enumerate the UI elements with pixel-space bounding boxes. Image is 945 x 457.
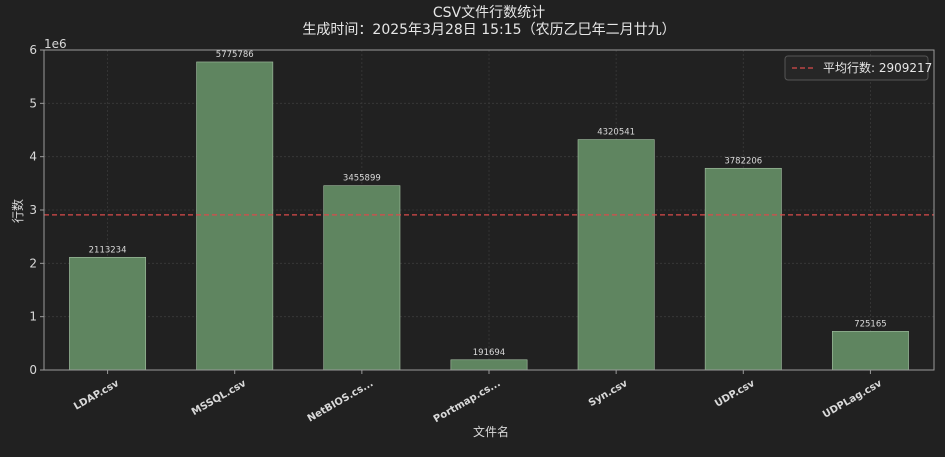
x-tick-label: MSSQL.csv [190,378,249,418]
x-axis-label: 文件名 [473,424,509,439]
x-tick-label: LDAP.csv [72,378,121,413]
y-tick-label: 6 [29,43,37,57]
x-tick-label: UDP.csv [713,378,757,410]
bar [323,185,401,371]
bar [704,167,782,371]
bar-value-label: 3455899 [343,174,381,184]
bar-value-label: 725165 [854,319,886,329]
plot-frame [43,49,935,371]
y-tick-label: 1 [29,310,37,324]
y-tick-label: 0 [29,363,37,377]
grid [44,49,934,371]
y-tick-label: 3 [29,203,37,217]
y-tick-label: 5 [29,96,37,110]
bar-value-label: 5775786 [216,50,254,60]
y-scale-label: 1e6 [44,37,67,51]
bar-value-label: 3782206 [724,156,762,166]
x-tick-label: UDPLag.csv [821,378,884,421]
bar-value-label: 4320541 [597,128,635,138]
x-tick-label: NetBIOS.cs... [306,378,376,425]
bar [577,139,655,371]
bar-value-label: 2113234 [89,245,127,255]
x-tick-label: Portmap.cs... [432,378,503,425]
legend-mean-label: 平均行数: 2909217 [823,60,932,75]
bar [831,331,909,371]
bars [69,61,909,371]
axes [40,49,935,374]
legend: 平均行数: 2909217 [784,55,932,81]
y-axis-label: 行数 [10,199,25,223]
chart-subtitle: 生成时间：2025年3月28日 15:15（农历乙巳年二月廿九） [302,22,675,38]
legend-box [784,55,929,81]
x-tick-label: Syn.csv [587,378,630,409]
bar-value-label: 191694 [473,348,505,358]
bar [450,359,528,371]
y-tick-label: 4 [29,150,37,164]
chart-title: CSV文件行数统计 [433,5,545,21]
y-tick-label: 2 [29,256,37,270]
bar [69,256,147,371]
bar [196,61,274,371]
